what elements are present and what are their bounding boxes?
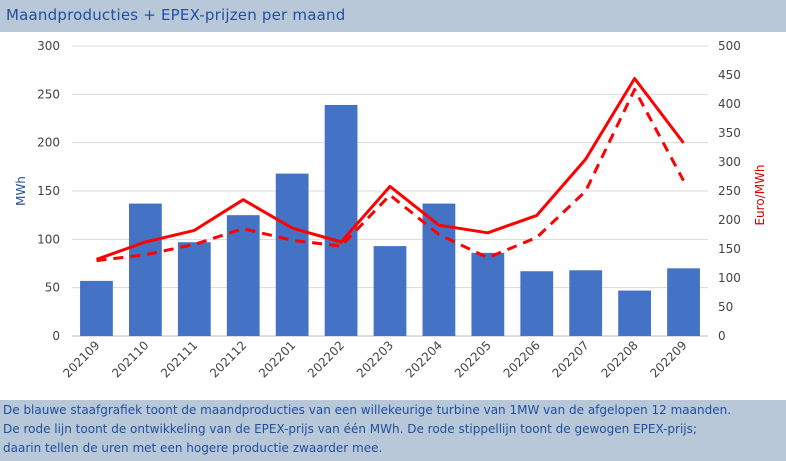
combo-chart: 0 50 100 150 200 250 300 0 50 100 150 200 250 300 350 4… <box>14 39 767 381</box>
x-tick-label: 202110 <box>109 338 151 380</box>
y-tick-label: 150 <box>37 184 60 198</box>
y2-tick-label: 400 <box>718 97 741 111</box>
bar <box>177 242 211 336</box>
bar <box>128 203 162 336</box>
x-tick-label: 202204 <box>403 338 445 380</box>
y-tick-label: 100 <box>37 232 60 246</box>
y-tick-label: 0 <box>52 329 60 343</box>
x-tick-label: 202203 <box>354 338 396 380</box>
x-tick-label: 202111 <box>158 338 200 380</box>
x-tick-label: 202201 <box>256 338 298 380</box>
y2-tick-label: 100 <box>718 271 741 285</box>
y2-tick-label: 450 <box>718 68 741 82</box>
x-tick-label: 202209 <box>647 338 689 380</box>
y-tick-label: 300 <box>37 39 60 53</box>
bar <box>520 271 554 336</box>
y-tick-label: 200 <box>37 136 60 150</box>
caption-line-3: daarin tellen de uren met een hogere pro… <box>3 441 383 455</box>
bar <box>569 270 603 336</box>
y2-tick-label: 200 <box>718 213 741 227</box>
y-tick-label: 50 <box>45 281 60 295</box>
y2-tick-label: 300 <box>718 155 741 169</box>
y2-axis-title: Euro/MWh <box>753 164 767 225</box>
y2-tick-label: 50 <box>718 300 733 314</box>
caption-line-2: De rode lijn toont de ontwikkeling van d… <box>3 422 697 436</box>
x-tick-label: 202112 <box>207 338 249 380</box>
x-tick-label: 202208 <box>598 338 640 380</box>
y2-tick-label: 150 <box>718 242 741 256</box>
y2-tick-label: 350 <box>718 126 741 140</box>
caption-line-1: De blauwe staafgrafiek toont de maandpro… <box>3 403 732 417</box>
y2-tick-label: 250 <box>718 184 741 198</box>
bar <box>80 280 113 336</box>
bar <box>226 215 260 336</box>
bar <box>618 290 652 336</box>
chart-title: Maandproducties + EPEX-prijzen per maand <box>6 6 346 24</box>
x-tick-label: 202207 <box>550 338 592 380</box>
x-tick-label: 202202 <box>305 338 347 380</box>
chart-header: Maandproducties + EPEX-prijzen per maand <box>0 0 786 32</box>
bar <box>667 268 700 336</box>
chart-caption: De blauwe staafgrafiek toont de maandpro… <box>0 400 786 461</box>
bar <box>471 252 505 336</box>
bar <box>373 246 407 336</box>
x-tick-label: 202206 <box>501 338 543 380</box>
y2-tick-label: 0 <box>718 329 726 343</box>
chart-area: 0 50 100 150 200 250 300 0 50 100 150 200 250 300 350 4… <box>0 32 786 400</box>
y2-tick-label: 500 <box>718 39 741 53</box>
x-tick-label: 202205 <box>452 338 494 380</box>
price-line <box>95 77 685 261</box>
x-tick-label: 202109 <box>60 338 102 380</box>
bar <box>275 173 309 336</box>
y-axis-title: MWh <box>14 176 28 206</box>
weighted-price-line <box>96 88 685 263</box>
bar <box>324 104 358 336</box>
y-tick-label: 250 <box>37 87 60 101</box>
